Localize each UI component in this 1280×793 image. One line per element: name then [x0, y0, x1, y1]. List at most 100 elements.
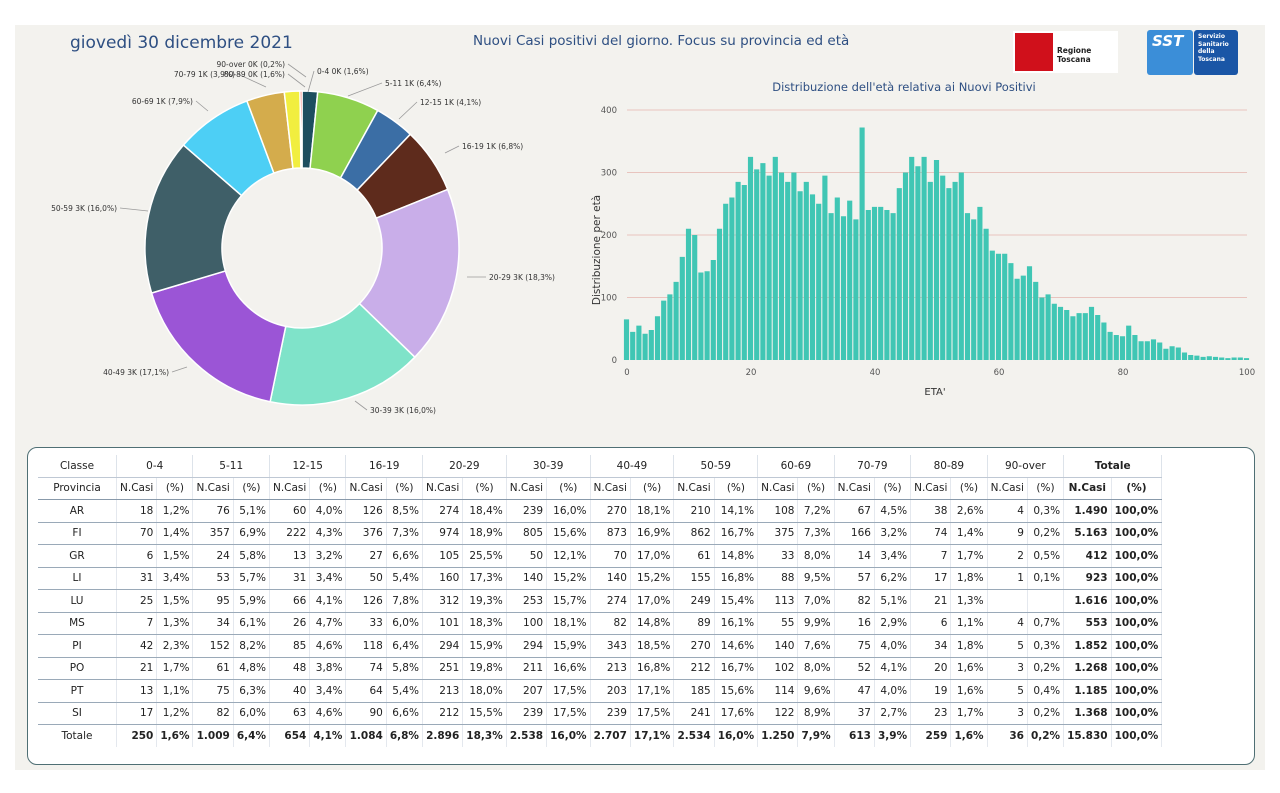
- percent-cell: 4,0%: [874, 634, 912, 658]
- n-casi-header: N.Casi: [345, 477, 387, 500]
- percent-cell: 1,4%: [950, 522, 988, 545]
- percent-cell: 4,6%: [309, 634, 347, 658]
- percent-cell: 9,5%: [797, 567, 835, 590]
- province-cell: LI: [38, 567, 117, 590]
- count-cell: 25: [116, 589, 158, 613]
- count-cell: 40: [269, 679, 311, 703]
- percent-cell: 0,1%: [1027, 567, 1065, 590]
- n-casi-header: N.Casi: [987, 477, 1028, 500]
- histogram-bar: [654, 316, 661, 360]
- percent-cell: 14,8%: [630, 612, 675, 635]
- histogram-bar: [859, 127, 865, 360]
- histogram-bar: [878, 206, 884, 360]
- percent-cell: 15,7%: [546, 589, 591, 613]
- histogram-bar: [704, 271, 710, 360]
- count-cell: 17: [910, 567, 952, 590]
- count-cell: 2.538: [506, 724, 548, 747]
- count-cell: 259: [910, 724, 952, 747]
- histogram-bar: [865, 210, 871, 360]
- count-cell: 13: [269, 544, 311, 568]
- percent-cell: 1,2%: [156, 702, 194, 725]
- percent-cell: 3,4%: [309, 567, 347, 590]
- count-cell: 108: [757, 499, 799, 523]
- histogram-bar: [915, 166, 921, 360]
- count-cell: 140: [757, 634, 799, 658]
- donut-slice-label: 16-19 1K (6,8%): [462, 142, 523, 151]
- age-group-header: 16-19: [345, 455, 423, 478]
- donut-slice-label: 5-11 1K (6,4%): [385, 79, 441, 88]
- histogram-bar: [1082, 313, 1088, 360]
- pct-header: (%): [797, 477, 835, 500]
- percent-cell: 17,1%: [630, 724, 675, 747]
- percent-cell: 100,0%: [1111, 702, 1163, 725]
- percent-cell: 0,2%: [1027, 702, 1065, 725]
- histogram-bar: [741, 185, 747, 360]
- histogram-bar: [927, 181, 933, 360]
- percent-cell: 4,8%: [233, 657, 270, 680]
- histogram-bar: [1200, 356, 1206, 360]
- count-cell: 90: [345, 702, 387, 725]
- count-cell: 1.490: [1063, 499, 1112, 523]
- donut-leader-line: [354, 400, 368, 411]
- sst-line: Sanitario: [1198, 40, 1229, 48]
- histogram-bar: [909, 156, 915, 360]
- count-cell: 274: [422, 499, 464, 523]
- count-cell: 1: [987, 567, 1028, 590]
- province-cell: PI: [38, 634, 117, 658]
- count-cell: 16: [834, 612, 875, 635]
- count-cell: 63: [269, 702, 311, 725]
- x-tick-label: 20: [746, 368, 757, 378]
- percent-cell: 6,8%: [386, 724, 423, 747]
- donut-leader-line: [307, 70, 315, 93]
- histogram-bar: [1002, 253, 1008, 360]
- count-cell: 4: [987, 499, 1028, 523]
- percent-cell: 0,7%: [1027, 612, 1065, 635]
- n-casi-header: N.Casi: [269, 477, 311, 500]
- n-casi-header: N.Casi: [673, 477, 715, 500]
- count-cell: 34: [910, 634, 952, 658]
- sst-line: Servizio: [1198, 33, 1225, 40]
- count-cell: 1.368: [1063, 702, 1112, 725]
- count-cell: 862: [673, 522, 715, 545]
- age-group-header: 30-39: [506, 455, 591, 478]
- count-cell: 140: [590, 567, 631, 590]
- percent-cell: 25,5%: [462, 544, 507, 568]
- donut-slice: [358, 188, 460, 359]
- count-cell: 357: [192, 522, 234, 545]
- histogram-bar: [667, 294, 673, 360]
- count-cell: 4: [987, 612, 1028, 635]
- histogram-bar: [822, 175, 828, 360]
- percent-cell: 16,9%: [630, 522, 675, 545]
- count-cell: 1.009: [192, 724, 234, 747]
- percent-cell: 5,4%: [386, 567, 423, 590]
- count-cell: 241: [673, 702, 715, 725]
- pct-header: (%): [546, 477, 591, 500]
- percent-cell: 3,4%: [309, 679, 347, 703]
- count-cell: 2.896: [422, 724, 464, 747]
- count-cell: 18: [116, 499, 158, 523]
- count-cell: 67: [834, 499, 875, 523]
- percent-cell: 5,4%: [386, 679, 423, 703]
- percent-cell: 1,6%: [950, 679, 988, 703]
- percent-cell: 1,4%: [156, 522, 194, 545]
- count-cell: 36: [987, 724, 1028, 747]
- count-cell: 1.268: [1063, 657, 1112, 680]
- histogram-bar: [1181, 352, 1188, 360]
- count-cell: 38: [910, 499, 952, 523]
- histogram-bar: [623, 319, 630, 360]
- histogram-bar: [1175, 347, 1181, 360]
- count-cell: 37: [834, 702, 875, 725]
- histogram-bar: [1132, 335, 1138, 360]
- percent-cell: 5,1%: [233, 499, 270, 523]
- count-cell: 75: [834, 634, 875, 658]
- count-cell: 974: [422, 522, 464, 545]
- count-cell: 34: [192, 612, 234, 635]
- histogram-bar: [760, 163, 766, 360]
- count-cell: 82: [590, 612, 631, 635]
- count-cell: 553: [1063, 612, 1112, 635]
- count-cell: 5: [987, 634, 1028, 658]
- count-cell: 31: [116, 567, 158, 590]
- count-cell: 185: [673, 679, 715, 703]
- histogram-bar: [828, 213, 834, 360]
- count-cell: 294: [506, 634, 548, 658]
